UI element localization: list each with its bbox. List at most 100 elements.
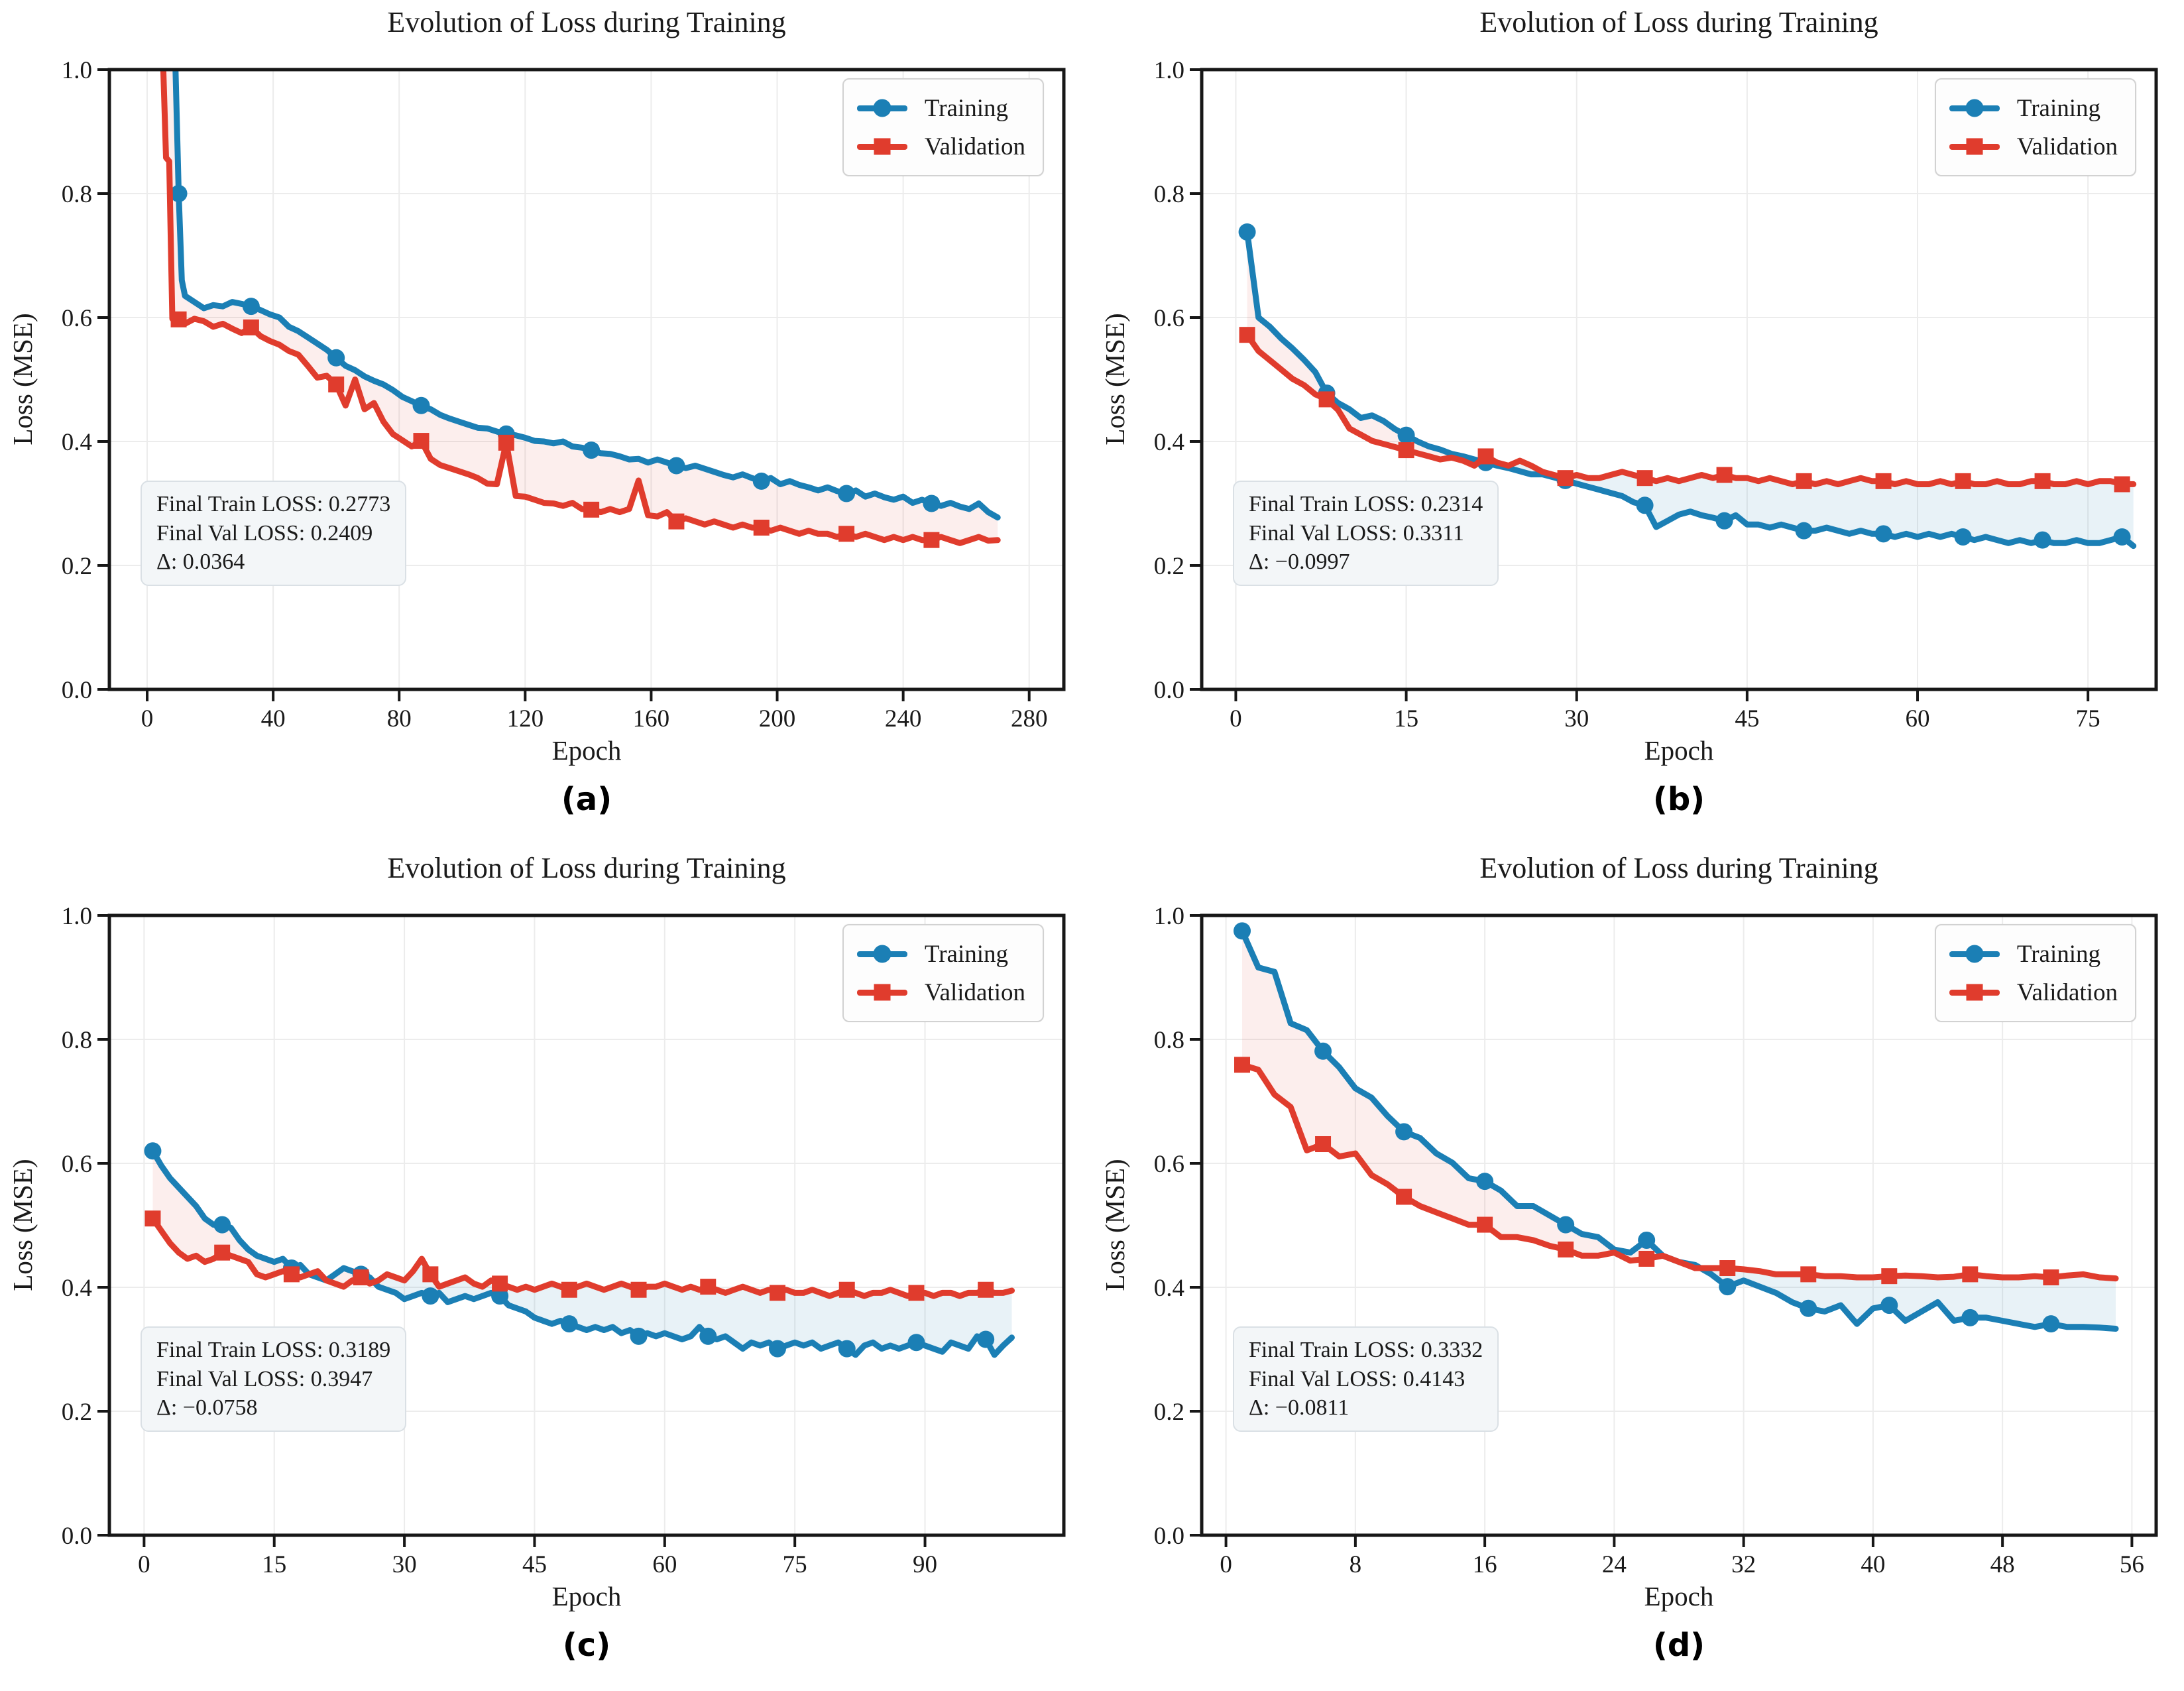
training-line-swatch (856, 951, 907, 957)
svg-text:240: 240 (885, 705, 922, 729)
svg-text:0.6: 0.6 (1154, 1151, 1184, 1178)
annotation-box: Final Train LOSS: 0.2773 Final Val LOSS:… (141, 481, 407, 586)
annotation-box: Final Train LOSS: 0.3189 Final Val LOSS:… (141, 1326, 407, 1432)
legend-item-validation: Validation (1949, 973, 2118, 1012)
svg-text:1.0: 1.0 (1154, 57, 1184, 84)
final-train-loss: Final Train LOSS: 0.3332 (1249, 1338, 1483, 1362)
svg-text:0.8: 0.8 (1154, 181, 1184, 208)
legend-label-training: Training (924, 940, 1009, 968)
legend: Training Validation (1934, 924, 2136, 1022)
svg-text:0.0: 0.0 (1154, 1523, 1184, 1550)
svg-text:0.6: 0.6 (1154, 305, 1184, 332)
validation-line-swatch (856, 143, 907, 150)
y-axis-label: Loss (MSE) (1100, 313, 1130, 445)
svg-text:0.0: 0.0 (1154, 677, 1184, 704)
chart-title: Evolution of Loss during Training (387, 6, 786, 38)
svg-text:60: 60 (1906, 705, 1930, 729)
svg-text:45: 45 (522, 1551, 547, 1575)
svg-text:0.8: 0.8 (62, 181, 92, 208)
svg-text:0.2: 0.2 (62, 1399, 92, 1426)
panel-letter: (c) (562, 1627, 611, 1664)
delta-loss: Δ: −0.0811 (1249, 1395, 1350, 1421)
svg-text:0.2: 0.2 (1154, 1399, 1184, 1426)
svg-text:16: 16 (1473, 1551, 1497, 1575)
svg-text:75: 75 (783, 1551, 807, 1575)
legend-item-training: Training (856, 89, 1025, 127)
validation-line-swatch (856, 989, 907, 996)
legend-label-validation: Validation (924, 133, 1025, 160)
svg-text:160: 160 (633, 705, 670, 729)
svg-text:0: 0 (1230, 705, 1242, 729)
legend: Training Validation (842, 78, 1044, 176)
chart-title: Evolution of Loss during Training (1479, 852, 1878, 884)
svg-text:24: 24 (1602, 1551, 1627, 1575)
svg-text:0.2: 0.2 (62, 553, 92, 580)
chart-area: 0 40 80 120 160 200 240 280 0.0 0.2 0.4 0.6 0.8 1.0 T… (0, 46, 1092, 729)
loss-chart-b: 0 15 30 45 60 75 0.0 0.2 0.4 0.6 0.8 1.0 (1154, 57, 2158, 729)
svg-text:0.0: 0.0 (62, 1523, 92, 1550)
chart-area: 0 15 30 45 60 75 0.0 0.2 0.4 0.6 0.8 1.0 Training V… (1092, 46, 2184, 729)
chart-area: 0 15 30 45 60 75 90 0.0 0.2 0.4 0.6 0.8 1.0 Training… (0, 892, 1092, 1575)
panel-letter: (a) (561, 781, 612, 818)
y-axis-label: Loss (MSE) (1100, 1159, 1130, 1291)
svg-text:15: 15 (1394, 705, 1418, 729)
delta-loss: Δ: 0.0364 (156, 550, 245, 575)
svg-text:0.8: 0.8 (1154, 1027, 1184, 1054)
svg-text:0: 0 (138, 1551, 150, 1575)
training-line-swatch (856, 105, 907, 111)
chart-title: Evolution of Loss during Training (387, 852, 786, 884)
annotation-box: Final Train LOSS: 0.2314 Final Val LOSS:… (1233, 481, 1499, 586)
panel-letter: (b) (1652, 781, 1705, 818)
panel-d: Evolution of Loss during Training 0 8 16 24… (1092, 846, 2184, 1691)
svg-text:1.0: 1.0 (62, 903, 92, 930)
svg-text:30: 30 (392, 1551, 417, 1575)
loss-chart-c: 0 15 30 45 60 75 90 0.0 0.2 0.4 0.6 0.8 1.0 (62, 903, 1066, 1575)
validation-line-swatch (1949, 989, 2000, 996)
loss-chart-d: 0 8 16 24 32 40 48 56 0.0 0.2 0.4 0.6 0.8 1.0 (1154, 903, 2158, 1575)
final-train-loss: Final Train LOSS: 0.2314 (1249, 492, 1483, 516)
legend-label-training: Training (2016, 940, 2101, 968)
y-axis-label: Loss (MSE) (7, 313, 38, 445)
svg-text:0.4: 0.4 (62, 429, 92, 456)
training-line-swatch (1949, 951, 2000, 957)
svg-text:1.0: 1.0 (1154, 903, 1184, 930)
final-val-loss: Final Val LOSS: 0.4143 (1249, 1366, 1466, 1391)
svg-text:8: 8 (1350, 1551, 1362, 1575)
svg-text:280: 280 (1011, 705, 1048, 729)
y-axis-label: Loss (MSE) (7, 1159, 38, 1291)
delta-loss: Δ: −0.0758 (156, 1395, 258, 1421)
svg-text:15: 15 (262, 1551, 286, 1575)
svg-text:60: 60 (652, 1551, 677, 1575)
legend-item-validation: Validation (856, 127, 1025, 166)
legend-label-validation: Validation (2016, 978, 2118, 1006)
svg-text:120: 120 (507, 705, 544, 729)
legend-item-validation: Validation (856, 973, 1025, 1012)
chart-area: 0 8 16 24 32 40 48 56 0.0 0.2 0.4 0.6 0.8 1.0 Trainin… (1092, 892, 2184, 1575)
x-axis-label: Epoch (551, 735, 622, 766)
chart-title: Evolution of Loss during Training (1479, 6, 1878, 38)
svg-text:40: 40 (261, 705, 286, 729)
x-axis-label: Epoch (1644, 735, 1714, 766)
final-train-loss: Final Train LOSS: 0.2773 (156, 492, 391, 516)
legend-label-validation: Validation (924, 978, 1025, 1006)
svg-text:0.4: 0.4 (1154, 429, 1184, 456)
svg-text:90: 90 (913, 1551, 937, 1575)
svg-text:0.6: 0.6 (62, 1151, 92, 1178)
svg-text:32: 32 (1731, 1551, 1756, 1575)
legend-label-training: Training (924, 94, 1009, 122)
legend: Training Validation (842, 924, 1044, 1022)
final-val-loss: Final Val LOSS: 0.3311 (1249, 520, 1464, 546)
svg-text:30: 30 (1564, 705, 1589, 729)
final-train-loss: Final Train LOSS: 0.3189 (156, 1338, 391, 1362)
final-val-loss: Final Val LOSS: 0.3947 (156, 1366, 373, 1391)
svg-text:200: 200 (759, 705, 796, 729)
svg-text:0.6: 0.6 (62, 305, 92, 332)
panel-a: Evolution of Loss during Training 0 40 80 1… (0, 0, 1092, 845)
panel-b: Evolution of Loss during Training 0 15 30 4… (1092, 0, 2184, 845)
annotation-box: Final Train LOSS: 0.3332 Final Val LOSS:… (1233, 1326, 1499, 1432)
legend-label-training: Training (2016, 94, 2101, 122)
svg-text:45: 45 (1735, 705, 1759, 729)
svg-text:0.4: 0.4 (1154, 1275, 1184, 1302)
svg-text:0.0: 0.0 (62, 677, 92, 704)
